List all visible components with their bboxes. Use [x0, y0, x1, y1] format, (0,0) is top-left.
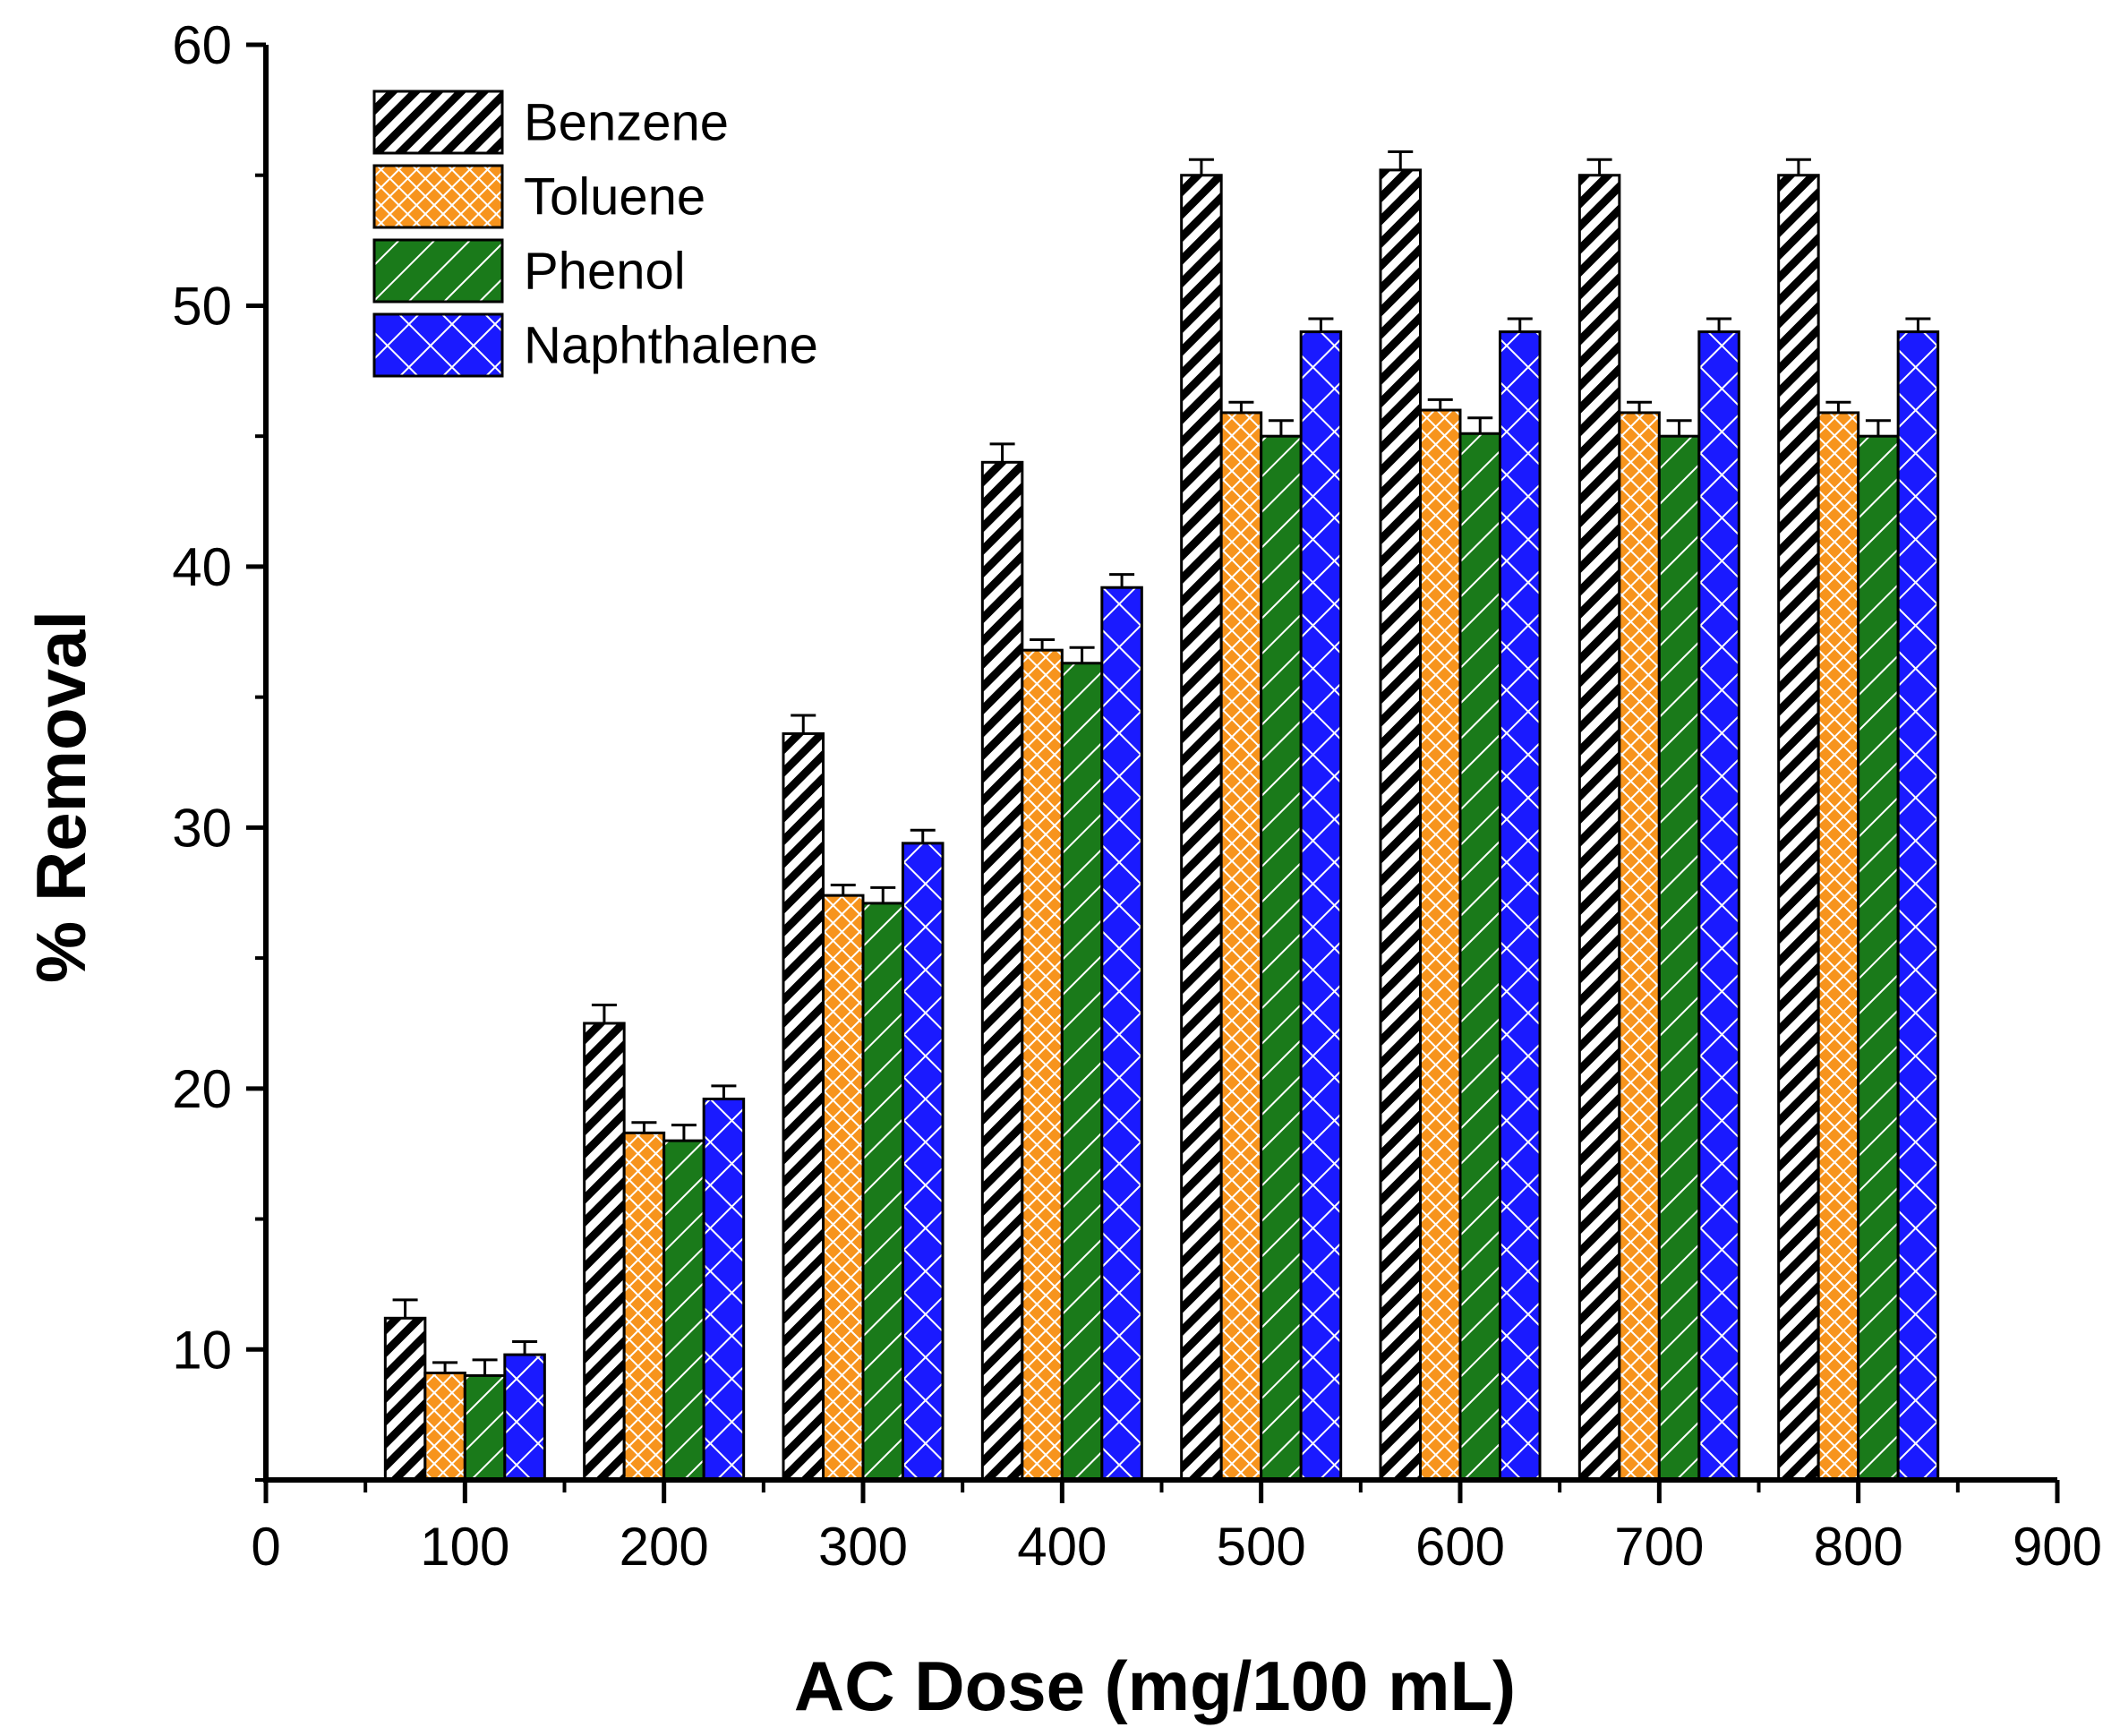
bar-toluene-200	[622, 1131, 666, 1482]
bar-naphthalene-400	[1100, 586, 1143, 1482]
legend: Benzene Toluene Phenol Naphthalene	[372, 90, 818, 378]
bar-toluene-400	[1021, 648, 1064, 1482]
legend-label-naphthalene: Naphthalene	[524, 317, 818, 375]
y-tick-label-10: 10	[172, 1320, 232, 1380]
bar-phenol-500	[1260, 434, 1303, 1482]
bar-toluene-300	[822, 894, 865, 1482]
bar-benzene-800	[1777, 174, 1820, 1482]
bar-toluene-700	[1618, 411, 1661, 1482]
bar-benzene-100	[383, 1316, 427, 1482]
bar-phenol-800	[1857, 434, 1900, 1482]
bar-naphthalene-300	[902, 842, 945, 1482]
bar-phenol-600	[1458, 432, 1501, 1482]
legend-swatch-benzene	[372, 90, 504, 155]
x-tick-label-500: 500	[1217, 1517, 1306, 1577]
bar-toluene-600	[1419, 408, 1462, 1482]
bar-naphthalene-700	[1697, 330, 1740, 1482]
x-tick-label-400: 400	[1017, 1517, 1107, 1577]
x-tick-label-700: 700	[1614, 1517, 1704, 1577]
bar-benzene-500	[1180, 174, 1223, 1482]
bar-phenol-200	[662, 1139, 705, 1482]
legend-label-benzene: Benzene	[524, 94, 729, 152]
bar-naphthalene-500	[1299, 330, 1343, 1482]
bar-phenol-400	[1060, 662, 1104, 1482]
x-tick-label-0: 0	[251, 1517, 280, 1577]
x-tick-label-800: 800	[1814, 1517, 1903, 1577]
bar-benzene-300	[782, 731, 825, 1482]
x-tick-label-300: 300	[818, 1517, 908, 1577]
bar-toluene-500	[1219, 411, 1263, 1482]
bar-naphthalene-800	[1896, 330, 1940, 1482]
legend-label-toluene: Toluene	[524, 168, 705, 227]
y-tick-label-60: 60	[172, 15, 232, 75]
bar-benzene-400	[980, 460, 1024, 1482]
x-tick-label-100: 100	[420, 1517, 509, 1577]
x-tick-label-600: 600	[1415, 1517, 1505, 1577]
bar-benzene-600	[1379, 168, 1422, 1482]
bar-naphthalene-100	[503, 1353, 546, 1482]
legend-swatch-phenol	[372, 238, 504, 304]
bar-benzene-200	[583, 1022, 626, 1482]
y-tick-label-30: 30	[172, 798, 232, 858]
bar-toluene-800	[1817, 411, 1860, 1482]
bar-phenol-100	[463, 1373, 507, 1482]
bar-phenol-300	[861, 902, 904, 1482]
y-axis-title: % Removal	[21, 611, 100, 983]
legend-swatch-toluene	[372, 164, 504, 229]
y-tick-label-40: 40	[172, 537, 232, 597]
x-tick-label-200: 200	[620, 1517, 709, 1577]
bar-toluene-100	[423, 1372, 466, 1482]
bar-naphthalene-600	[1499, 330, 1542, 1482]
legend-label-phenol: Phenol	[524, 243, 686, 301]
y-tick-label-50: 50	[172, 276, 232, 336]
bar-benzene-700	[1577, 174, 1621, 1482]
bar-naphthalene-200	[702, 1097, 746, 1482]
y-tick-label-20: 20	[172, 1059, 232, 1119]
bar-phenol-700	[1657, 434, 1701, 1482]
x-axis-title: AC Dose (mg/100 mL)	[794, 1646, 1516, 1725]
x-tick-label-900: 900	[2013, 1517, 2102, 1577]
legend-swatch-naphthalene	[372, 312, 504, 378]
bars-layer	[383, 150, 1940, 1482]
